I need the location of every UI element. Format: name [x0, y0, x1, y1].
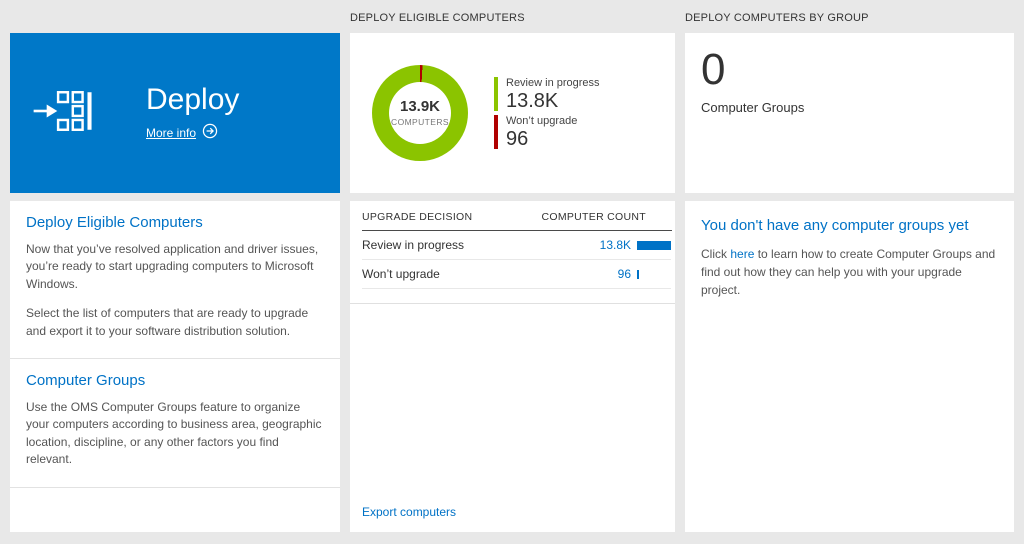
section-computer-groups: Computer Groups Use the OMS Computer Gro…	[10, 359, 340, 488]
legend-label: Review in progress	[506, 76, 600, 89]
section-paragraph: Use the OMS Computer Groups feature to o…	[26, 399, 322, 467]
legend-value: 13.8K	[506, 89, 559, 112]
section-paragraph: Select the list of computers that are re…	[26, 306, 309, 338]
legend-item-review-in-progress: Review in progress 13.8K	[494, 76, 600, 112]
computer-groups-count-card[interactable]: 0 Computer Groups	[685, 33, 1014, 193]
table-row-wont-upgrade[interactable]: Won’t upgrade 96	[362, 260, 671, 289]
deploy-icon	[32, 88, 94, 139]
column-header-computer-count: COMPUTER COUNT	[541, 211, 646, 223]
no-computer-groups-panel: You don't have any computer groups yet C…	[685, 201, 1014, 532]
arrow-right-circle-icon	[202, 123, 218, 144]
empty-state-text-before: Click	[701, 247, 731, 261]
deploy-tile[interactable]: Deploy More info	[10, 33, 340, 193]
table-end-divider	[350, 303, 675, 304]
donut-chart[interactable]: 13.9K COMPUTERS	[372, 65, 468, 161]
empty-state-heading: You don't have any computer groups yet	[701, 217, 969, 234]
row-bar	[637, 240, 671, 250]
table-row-review-in-progress[interactable]: Review in progress 13.8K	[362, 231, 671, 260]
computer-groups-count-label: Computer Groups	[701, 100, 805, 116]
empty-state-text: Click here to learn how to create Comput…	[701, 245, 998, 299]
column-header-upgrade-decision: UPGRADE DECISION	[362, 211, 473, 223]
row-bar-track	[637, 269, 671, 279]
panel-filler	[10, 488, 340, 532]
section-deploy-eligible: Deploy Eligible Computers Now that you’v…	[10, 201, 340, 359]
tile-title: Deploy	[146, 82, 240, 116]
legend-swatch-green	[494, 76, 498, 111]
left-column: Deploy More info Deploy Eligible Compute…	[10, 12, 340, 532]
row-value: 96	[617, 267, 631, 281]
donut-total-value: 13.9K	[399, 98, 441, 116]
more-info-link[interactable]: More info	[146, 126, 197, 140]
here-link[interactable]: here	[730, 247, 755, 261]
section-heading: Deploy Eligible Computers	[26, 214, 203, 231]
deploy-eligible-column: DEPLOY ELIGIBLE COMPUTERS 13.9K COMPUTER…	[350, 12, 675, 532]
row-value: 13.8K	[599, 238, 631, 252]
donut-center: 13.9K COMPUTERS	[389, 82, 451, 144]
legend-value: 96	[506, 127, 529, 150]
export-computers-link[interactable]: Export computers	[362, 505, 457, 519]
computers-by-group-header: DEPLOY COMPUTERS BY GROUP	[685, 12, 869, 24]
left-column-header	[10, 12, 340, 33]
row-bar	[637, 269, 639, 279]
chart-legend: Review in progress 13.8K Won’t upgrade 9…	[494, 74, 600, 153]
row-bar-track	[637, 240, 671, 250]
deploy-info-panel: Deploy Eligible Computers Now that you’v…	[10, 201, 340, 532]
row-label: Review in progress	[362, 238, 465, 252]
section-heading: Computer Groups	[26, 371, 146, 389]
tile-body: Deploy More info	[146, 83, 239, 144]
legend-label: Won’t upgrade	[506, 114, 578, 127]
computer-groups-count: 0	[701, 45, 726, 94]
deploy-eligible-header: DEPLOY ELIGIBLE COMPUTERS	[350, 12, 525, 24]
panel-filler	[350, 304, 675, 494]
upgrade-decision-table-panel: UPGRADE DECISION COMPUTER COUNT Review i…	[350, 201, 675, 532]
donut-total-label: COMPUTERS	[391, 116, 449, 127]
empty-state-text-after: to learn how to create Computer Groups a…	[701, 247, 996, 297]
section-paragraph: Now that you’ve resolved application and…	[26, 242, 319, 291]
row-label: Won’t upgrade	[362, 267, 440, 281]
table-header-row: UPGRADE DECISION COMPUTER COUNT	[362, 201, 672, 231]
computers-by-group-column: DEPLOY COMPUTERS BY GROUP 0 Computer Gro…	[685, 12, 1014, 532]
legend-swatch-red	[494, 114, 498, 149]
deploy-eligible-chart-card: 13.9K COMPUTERS Review in progress 13.8K…	[350, 33, 675, 193]
legend-item-wont-upgrade: Won’t upgrade 96	[494, 114, 600, 150]
